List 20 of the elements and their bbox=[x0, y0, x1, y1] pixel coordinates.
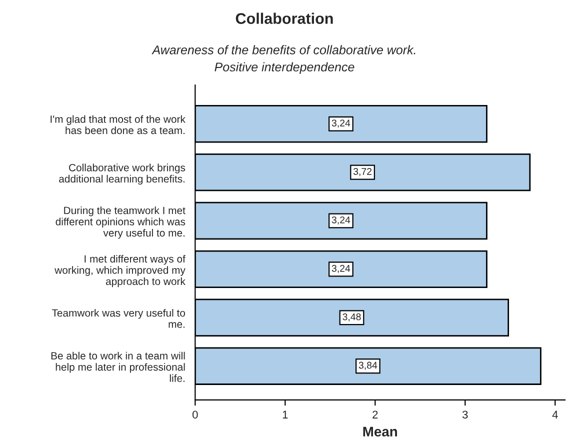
x-tick-label: 1 bbox=[282, 410, 288, 418]
x-tick-label: 2 bbox=[372, 410, 378, 418]
x-axis-title: Mean bbox=[363, 426, 397, 437]
y-tick-label: Teamwork was very useful to me. bbox=[52, 309, 186, 328]
y-tick-label: I met different ways of working, which improved my approach to work bbox=[54, 254, 186, 288]
data-label: 3,48 bbox=[342, 313, 361, 322]
chart-title: Collaboration bbox=[236, 12, 333, 24]
y-tick-label: During the teamwork I met different opinions which was very useful to me. bbox=[56, 206, 186, 239]
data-label: 3,72 bbox=[353, 168, 372, 176]
chart-subtitle: Awareness of the benefits of collaborative work. Positive interdependence bbox=[152, 45, 416, 74]
y-tick-label: Collaborative work brings additional learning benefits. bbox=[59, 164, 186, 185]
x-tick-label: 0 bbox=[192, 410, 198, 419]
x-tick-label: 3 bbox=[462, 410, 468, 419]
data-label: 3,24 bbox=[332, 216, 350, 225]
data-label: 3,84 bbox=[358, 362, 378, 370]
y-tick-label: Be able to work in a team will help me later in professional life. bbox=[51, 352, 185, 382]
x-tick-label: 4 bbox=[552, 410, 558, 418]
data-label: 3,24 bbox=[332, 120, 350, 128]
data-label: 3,24 bbox=[332, 264, 350, 273]
y-tick-label: I'm glad that most of the work has been done as a team. bbox=[50, 115, 186, 134]
